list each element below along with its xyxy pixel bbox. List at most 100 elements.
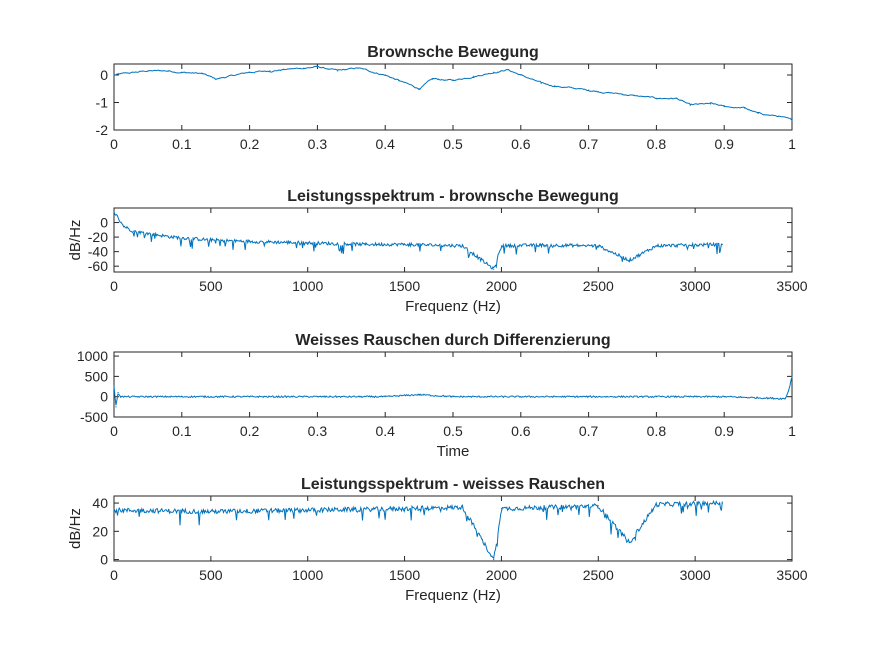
x-tick-label: 500 — [199, 278, 223, 294]
x-tick-label: 2500 — [583, 278, 614, 294]
data-point — [113, 74, 115, 76]
x-tick-label: 1000 — [292, 278, 323, 294]
data-point — [655, 503, 658, 506]
x-tick-label: 0.3 — [308, 423, 328, 439]
data-point — [132, 230, 134, 232]
data-point — [269, 70, 271, 72]
data-point — [520, 74, 522, 76]
data-point — [520, 396, 522, 398]
data-point — [123, 225, 125, 227]
x-tick-label: 0 — [110, 278, 118, 294]
data-point — [710, 103, 712, 105]
data-point — [357, 67, 359, 69]
x-tick-label: 0 — [110, 567, 118, 583]
data-point — [113, 385, 115, 388]
data-point — [721, 502, 723, 504]
data-point — [506, 68, 508, 71]
data-point — [418, 394, 420, 396]
plot-area-1 — [113, 63, 793, 131]
x-tick-label: 3500 — [776, 567, 807, 583]
data-point — [210, 510, 212, 513]
x-tick-label: 0.6 — [511, 423, 531, 439]
data-point — [249, 71, 251, 73]
x-tick-label: 0 — [110, 136, 118, 152]
data-point — [597, 245, 599, 247]
y-tick-label: 0 — [100, 67, 108, 83]
x-tick-label: 0.3 — [308, 136, 328, 152]
data-point — [365, 243, 367, 245]
x-tick-label: 1500 — [389, 278, 420, 294]
data-point — [597, 505, 599, 507]
data-point — [113, 509, 115, 511]
y-tick-label: -2 — [96, 122, 109, 138]
data-point — [539, 244, 541, 246]
plot-area-4 — [113, 495, 793, 562]
x-tick-label: 0.2 — [240, 136, 260, 152]
x-tick-label: 0.2 — [240, 423, 260, 439]
data-point — [115, 406, 117, 408]
data-point — [403, 508, 406, 510]
chart-title-1: Brownsche Bewegung — [367, 44, 539, 61]
x-tick-label: 0 — [110, 423, 118, 439]
data-point — [181, 71, 183, 73]
y-tick-label: 20 — [92, 523, 108, 539]
x-tick-label: 500 — [199, 567, 223, 583]
data-point — [588, 89, 590, 91]
x-tick-label: 3000 — [680, 567, 711, 583]
chart-title-3: Weisses Rauschen durch Differenzierung — [295, 332, 610, 349]
x-tick-label: 0.8 — [647, 423, 667, 439]
x-tick-label: 3500 — [776, 278, 807, 294]
x-tick-label: 1 — [788, 423, 796, 439]
data-point — [493, 71, 495, 73]
data-point — [493, 268, 495, 270]
data-point — [743, 107, 746, 109]
data-point — [784, 398, 786, 400]
plot-area-3 — [113, 351, 793, 418]
data-point — [171, 236, 173, 238]
y-tick-label: -60 — [88, 258, 108, 274]
data-point — [307, 242, 309, 244]
y-axis-label-4: dB/Hz — [67, 508, 84, 549]
data-point — [689, 104, 691, 106]
data-point — [493, 558, 495, 561]
data-point — [418, 88, 420, 90]
x-tick-label: 0.7 — [579, 136, 599, 152]
data-point — [791, 119, 793, 121]
data-point — [628, 259, 630, 261]
data-point — [500, 245, 503, 247]
data-point — [452, 396, 454, 398]
data-point — [307, 509, 309, 511]
x-tick-label: 0.5 — [443, 136, 463, 152]
data-point — [788, 389, 790, 392]
y-tick-label: 1000 — [77, 348, 108, 364]
data-point — [462, 245, 464, 247]
data-point — [655, 245, 658, 247]
x-tick-label: 1000 — [292, 567, 323, 583]
data-point — [249, 240, 251, 243]
data-point — [303, 67, 305, 69]
data-point — [167, 70, 169, 72]
data-point — [152, 233, 154, 235]
data-point — [721, 243, 723, 245]
data-point — [249, 396, 251, 398]
data-point — [201, 73, 203, 75]
data-point — [757, 112, 759, 115]
x-tick-label: 2500 — [583, 567, 614, 583]
y-tick-label: -500 — [80, 409, 108, 425]
y-tick-label: 0 — [100, 215, 108, 231]
data-point — [452, 79, 454, 82]
data-point — [628, 542, 630, 544]
data-point — [655, 97, 658, 99]
x-tick-label: 0.9 — [714, 423, 734, 439]
data-point — [316, 396, 318, 398]
data-point — [472, 75, 474, 77]
chart-title-2: Leistungsspektrum - brownsche Bewegung — [287, 188, 619, 205]
y-tick-label: 0 — [100, 389, 108, 405]
x-tick-label: 0.4 — [375, 423, 395, 439]
data-point — [621, 93, 624, 95]
data-point — [791, 375, 793, 377]
y-tick-label: 0 — [100, 552, 108, 568]
data-point — [777, 115, 780, 117]
y-tick-label: 500 — [85, 368, 109, 384]
x-tick-label: 0.7 — [579, 423, 599, 439]
